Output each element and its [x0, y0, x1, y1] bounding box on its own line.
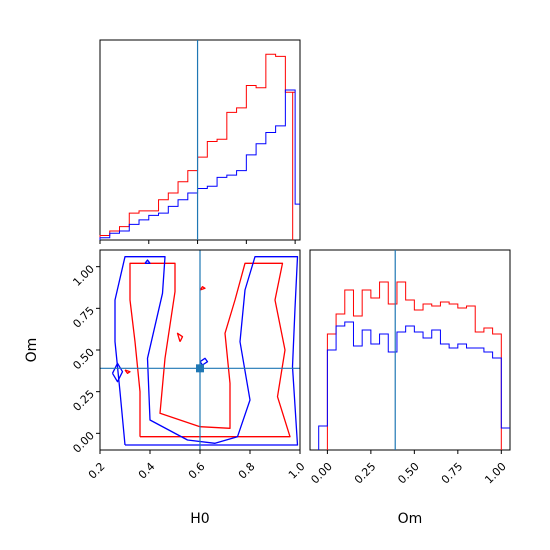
contour-blue-6 — [199, 357, 209, 366]
contour-blue-5 — [111, 362, 124, 383]
h0-histogram-red-series — [99, 53, 296, 240]
om-histogram-blue-series — [318, 321, 510, 450]
contour-red-3 — [199, 286, 206, 291]
contour-blue-7 — [144, 259, 151, 264]
x-axis-label-om: Om — [398, 511, 423, 527]
om-histogram-red-series — [326, 281, 502, 450]
contour-truth-marker — [196, 364, 204, 373]
y-axis-label-om: Om — [24, 338, 40, 363]
h0-histogram-panel — [99, 39, 301, 244]
contour-red-2 — [176, 332, 184, 342]
contour-red-1 — [124, 369, 131, 374]
h0-histogram-frame — [99, 39, 301, 241]
contour-red-0 — [129, 262, 291, 438]
contour-blue-4 — [114, 256, 299, 446]
x-axis-label-h0: H0 — [190, 511, 209, 527]
om-histogram-frame — [309, 249, 511, 451]
